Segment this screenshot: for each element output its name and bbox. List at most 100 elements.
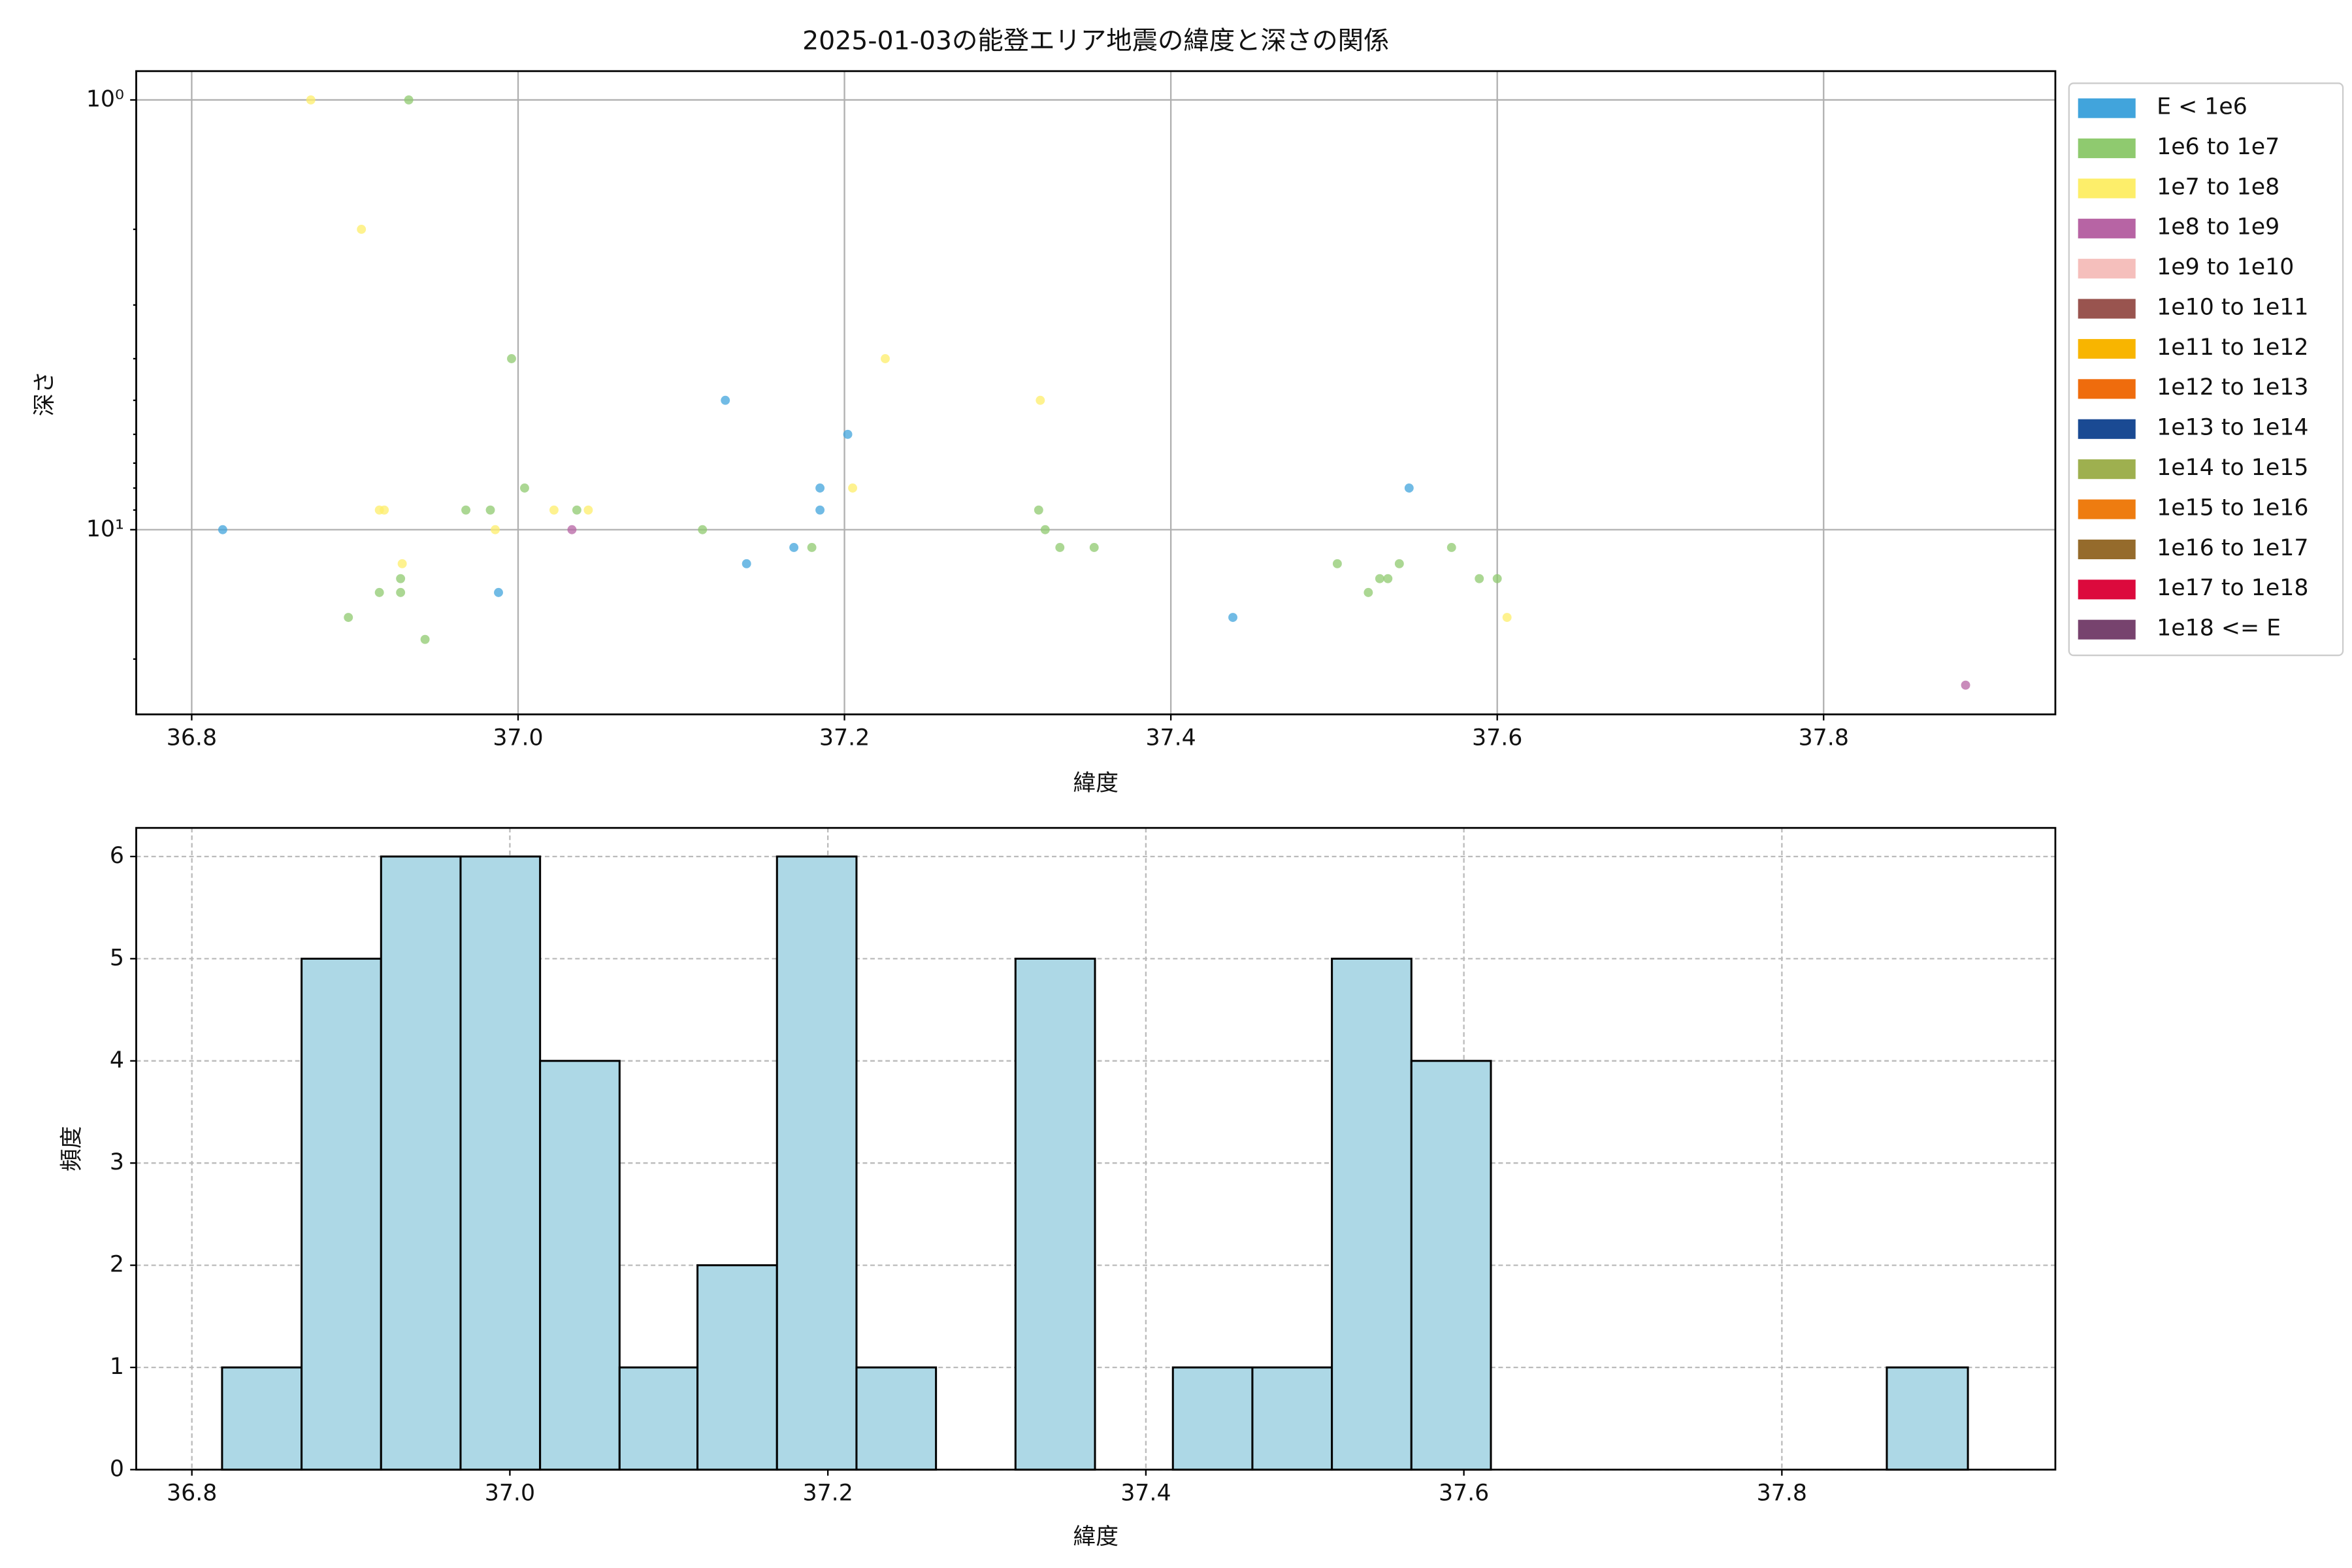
point: [881, 354, 890, 363]
point: [397, 559, 407, 568]
legend-label: 1e12 to 1e13: [2157, 374, 2308, 400]
histogram-bar: [1171, 1366, 1254, 1471]
y-axis-label: 深さ: [31, 371, 57, 416]
point: [396, 587, 406, 597]
x-tick-label: 36.8: [167, 725, 217, 751]
legend-swatch: [2078, 98, 2136, 118]
legend-swatch: [2078, 379, 2136, 399]
histogram-bar: [696, 1264, 778, 1471]
x-tick-label: 37.6: [1439, 1480, 1489, 1506]
histogram-bar: [301, 957, 382, 1471]
point: [789, 543, 799, 552]
legend-swatch: [2078, 499, 2136, 519]
point: [218, 525, 227, 534]
point: [1475, 574, 1484, 583]
y-tick-label: 10⁰: [86, 86, 124, 112]
point: [1089, 543, 1099, 552]
y-tick-label: 10¹: [86, 516, 124, 542]
point: [815, 505, 825, 515]
point: [1404, 483, 1414, 493]
y-tick-label: 0: [110, 1456, 124, 1482]
point: [461, 505, 471, 515]
legend-label: 1e7 to 1e8: [2157, 174, 2279, 200]
plot-frame: [135, 826, 2057, 1471]
legend-label: 1e15 to 1e16: [2157, 495, 2308, 521]
x-tick-label: 37.2: [802, 1480, 853, 1506]
point: [306, 95, 316, 105]
legend-label: 1e18 <= E: [2157, 615, 2281, 642]
x-tick-label: 37.0: [485, 1480, 535, 1506]
legend-label: E < 1e6: [2157, 93, 2247, 120]
point: [1332, 559, 1342, 568]
legend-label: 1e13 to 1e14: [2157, 415, 2308, 441]
legend-label: 1e6 to 1e7: [2157, 134, 2279, 160]
x-tick-label: 37.6: [1472, 725, 1522, 751]
point: [1375, 574, 1384, 583]
histogram-bar: [459, 855, 542, 1471]
histogram-bar: [1410, 1060, 1492, 1471]
point: [491, 525, 500, 534]
point: [572, 505, 581, 515]
histogram-bar: [776, 855, 858, 1471]
y-tick-label: 1: [110, 1354, 124, 1380]
legend-label: 1e14 to 1e15: [2157, 455, 2308, 481]
histogram-bar: [1251, 1366, 1333, 1471]
point: [1055, 543, 1065, 552]
x-tick-label: 37.2: [819, 725, 870, 751]
point: [1036, 395, 1045, 405]
legend-swatch: [2078, 338, 2136, 359]
legend-label: 1e8 to 1e9: [2157, 214, 2279, 240]
legend-swatch: [2078, 138, 2136, 159]
point: [721, 395, 730, 405]
legend-swatch: [2078, 580, 2136, 600]
point: [549, 505, 559, 515]
x-axis-label: 緯度: [1073, 770, 1118, 796]
legend-swatch: [2078, 539, 2136, 559]
y-tick-label: 4: [110, 1047, 124, 1073]
point: [1383, 574, 1393, 583]
legend-swatch: [2078, 459, 2136, 480]
y-tick-label: 2: [110, 1252, 124, 1278]
legend-label: 1e9 to 1e10: [2157, 254, 2294, 280]
y-tick-label: 3: [110, 1149, 124, 1175]
point: [520, 483, 529, 493]
point: [1446, 543, 1456, 552]
histogram-bar: [855, 1366, 938, 1471]
point: [807, 543, 817, 552]
histogram-bar: [618, 1366, 699, 1471]
x-tick-label: 37.4: [1120, 1480, 1171, 1506]
legend-box: [2068, 82, 2344, 657]
legend-label: 1e11 to 1e12: [2157, 335, 2308, 361]
x-tick-label: 37.0: [493, 725, 543, 751]
point: [404, 95, 414, 105]
x-tick-label: 36.8: [167, 1480, 217, 1506]
point: [507, 354, 516, 363]
y-tick-label: 6: [110, 843, 124, 869]
point: [1492, 574, 1502, 583]
point: [1502, 613, 1512, 622]
histogram-bar: [1014, 957, 1096, 1471]
point: [420, 634, 430, 644]
point: [1394, 559, 1404, 568]
x-tick-label: 37.8: [1799, 725, 1849, 751]
chart-title: 2025-01-03の能登エリア地震の緯度と深さの関係: [802, 25, 1389, 56]
histogram-bar: [221, 1366, 303, 1471]
point: [843, 429, 853, 439]
point: [494, 587, 503, 597]
histogram-bar: [1886, 1366, 1969, 1471]
point: [815, 483, 825, 493]
point: [374, 587, 384, 597]
point: [1040, 525, 1050, 534]
point: [1364, 587, 1373, 597]
point: [485, 505, 495, 515]
legend-swatch: [2078, 419, 2136, 439]
point: [344, 613, 353, 622]
x-tick-label: 37.4: [1145, 725, 1196, 751]
x-axis-label: 緯度: [1073, 1524, 1118, 1550]
point: [357, 225, 367, 234]
legend-swatch: [2078, 218, 2136, 238]
point: [1228, 613, 1237, 622]
point: [848, 483, 857, 493]
point: [567, 525, 577, 534]
